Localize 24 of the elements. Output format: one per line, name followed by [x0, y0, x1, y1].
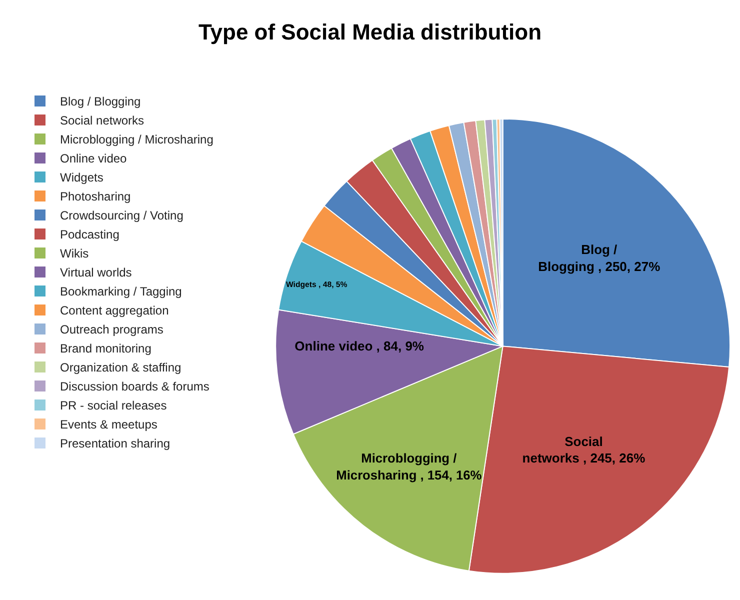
legend-label: Blog / Blogging [60, 94, 141, 109]
data-label: Online video , 84, 9% [294, 338, 424, 354]
legend-label: Presentation sharing [60, 436, 170, 451]
legend-label: Organization & staffing [60, 360, 182, 375]
legend-label: Crowdsourcing / Voting [60, 208, 184, 223]
data-label: Social networks , 245, 26% [522, 434, 646, 466]
legend-label: Photosharing [60, 190, 131, 204]
legend-label: Outreach programs [60, 322, 164, 337]
legend-label: Content aggregation [60, 304, 169, 318]
data-label: Blog / Blogging , 250, 27% [538, 242, 661, 274]
legend-label: PR - social releases [60, 398, 167, 413]
legend-label: Microblogging / Microsharing [60, 132, 214, 147]
chart-title: Type of Social Media distribution [198, 19, 542, 44]
legend-label: Discussion boards & forums [60, 380, 210, 394]
data-label: Microblogging / Microsharing , 154, 16% [336, 450, 482, 482]
legend-label: Podcasting [60, 228, 120, 242]
legend-label: Social networks [60, 114, 144, 128]
legend-label: Events & meetups [60, 418, 158, 432]
legend-label: Virtual worlds [60, 266, 132, 280]
legend-label: Wikis [60, 246, 89, 261]
legend-label: Widgets [60, 170, 104, 185]
legend-label: Bookmarking / Tagging [60, 284, 182, 299]
legend-label: Online video [60, 152, 128, 166]
legend-label: Brand monitoring [60, 342, 152, 356]
